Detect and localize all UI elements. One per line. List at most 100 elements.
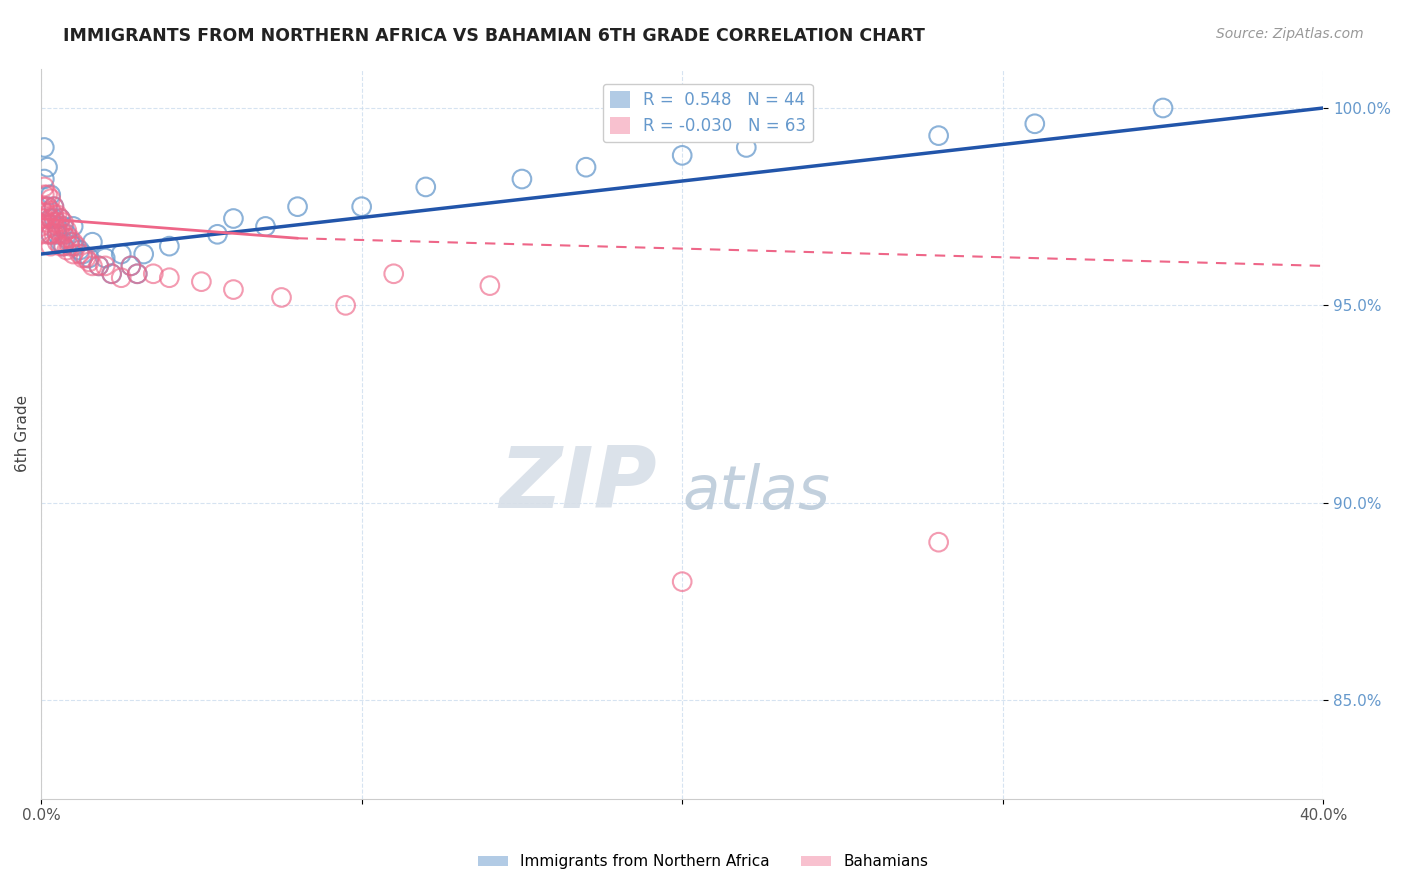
Point [46, 219, 69, 234]
Point [335, 298, 357, 312]
Point [270, 290, 292, 304]
Point [100, 267, 122, 281]
Point [62, 235, 84, 250]
Point [52, 215, 75, 229]
Point [55, 227, 77, 242]
Point [39, 227, 62, 242]
Point [46, 223, 69, 237]
Point [42, 211, 65, 226]
Point [110, 247, 132, 261]
Point [37, 187, 59, 202]
Point [735, 140, 758, 154]
Point [77, 251, 100, 265]
Point [1024, 117, 1046, 131]
Point [52, 227, 75, 242]
Point [157, 239, 180, 253]
Point [37, 215, 59, 229]
Text: Source: ZipAtlas.com: Source: ZipAtlas.com [1216, 27, 1364, 41]
Point [49, 211, 72, 226]
Point [55, 223, 77, 237]
Point [49, 211, 72, 226]
Point [928, 535, 950, 549]
Point [46, 208, 69, 222]
Point [39, 187, 62, 202]
Point [59, 231, 82, 245]
Point [49, 235, 72, 250]
Point [37, 160, 59, 174]
Y-axis label: 6th Grade: 6th Grade [15, 395, 30, 472]
Point [510, 172, 533, 186]
Point [39, 211, 62, 226]
Point [39, 239, 62, 253]
Point [190, 275, 212, 289]
Point [49, 227, 72, 242]
Point [77, 255, 100, 269]
Point [207, 227, 229, 242]
Point [415, 180, 437, 194]
Point [30, 227, 52, 242]
Point [75, 251, 97, 265]
Point [49, 219, 72, 234]
Point [127, 267, 149, 281]
Point [37, 200, 59, 214]
Point [42, 227, 65, 242]
Point [94, 259, 117, 273]
Point [30, 211, 52, 226]
Point [65, 239, 87, 253]
Point [39, 219, 62, 234]
Point [100, 267, 122, 281]
Point [478, 278, 501, 293]
Point [46, 235, 69, 250]
Point [39, 203, 62, 218]
Point [42, 215, 65, 229]
Legend: R =  0.548   N = 44, R = -0.030   N = 63: R = 0.548 N = 44, R = -0.030 N = 63 [603, 84, 813, 142]
Point [69, 247, 91, 261]
Point [46, 215, 69, 229]
Point [110, 270, 132, 285]
Point [30, 219, 52, 234]
Text: ZIP: ZIP [499, 443, 657, 526]
Point [127, 267, 149, 281]
Point [87, 259, 110, 273]
Point [42, 208, 65, 222]
Point [82, 259, 104, 273]
Point [55, 231, 77, 245]
Point [62, 219, 84, 234]
Point [69, 243, 91, 257]
Point [34, 172, 56, 186]
Point [52, 239, 75, 253]
Point [120, 259, 142, 273]
Point [72, 247, 94, 261]
Point [52, 239, 75, 253]
Point [59, 235, 82, 250]
Point [39, 211, 62, 226]
Point [52, 219, 75, 234]
Point [350, 200, 373, 214]
Point [37, 200, 59, 214]
Point [34, 180, 56, 194]
Point [62, 247, 84, 261]
Point [671, 148, 693, 162]
Point [94, 251, 117, 265]
Point [42, 200, 65, 214]
Point [72, 251, 94, 265]
Point [1152, 101, 1174, 115]
Point [254, 219, 277, 234]
Point [287, 200, 309, 214]
Point [34, 200, 56, 214]
Point [87, 259, 110, 273]
Point [46, 227, 69, 242]
Point [120, 259, 142, 273]
Point [575, 160, 598, 174]
Text: IMMIGRANTS FROM NORTHERN AFRICA VS BAHAMIAN 6TH GRADE CORRELATION CHART: IMMIGRANTS FROM NORTHERN AFRICA VS BAHAM… [63, 27, 925, 45]
Point [42, 200, 65, 214]
Point [39, 227, 62, 242]
Point [49, 239, 72, 253]
Point [157, 270, 180, 285]
Point [34, 187, 56, 202]
Point [222, 211, 245, 226]
Point [34, 140, 56, 154]
Point [30, 200, 52, 214]
Text: atlas: atlas [682, 463, 830, 522]
Point [34, 211, 56, 226]
